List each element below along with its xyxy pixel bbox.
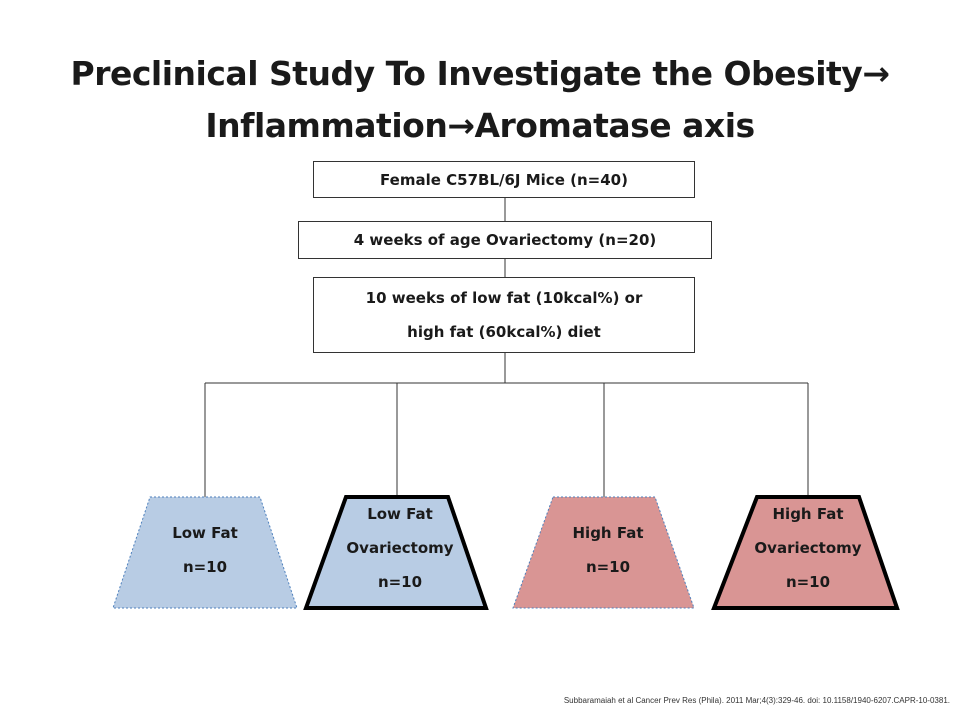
title-arrow-1: →	[862, 54, 890, 93]
group-low-fat-ovariectomy-shape	[303, 495, 489, 610]
diet-box: 10 weeks of low fat (10kcal%) or high fa…	[313, 277, 695, 353]
group-high-fat-label: High Fat n=10	[533, 516, 683, 584]
page-title: Preclinical Study To Investigate the Obe…	[0, 48, 960, 152]
group-low-fat-ovariectomy-label: Low Fat Ovariectomy n=10	[320, 497, 480, 599]
group-3-line-2: n=10	[585, 558, 631, 576]
group-1-line-2: n=10	[182, 558, 228, 576]
ovariectomy-box: 4 weeks of age Ovariectomy (n=20)	[298, 221, 712, 259]
group-high-fat-ovariectomy-shape	[711, 495, 900, 610]
diet-label-line-1: 10 weeks of low fat (10kcal%) or	[365, 289, 643, 307]
title-line-1: Preclinical Study To Investigate the Obe…	[0, 48, 960, 100]
title-arrow-2: →	[447, 106, 475, 145]
group-high-fat-ovariectomy-label: High Fat Ovariectomy n=10	[728, 497, 888, 599]
diet-label-line-2: high fat (60kcal%) diet	[407, 323, 601, 341]
group-2-line-2: Ovariectomy	[346, 539, 454, 557]
group-2-line-1: Low Fat	[367, 505, 433, 523]
group-2-line-3: n=10	[377, 573, 423, 591]
group-low-fat-shape	[112, 496, 298, 609]
group-high-fat-shape	[512, 496, 695, 609]
title-line-2-part-2: Aromatase axis	[474, 106, 755, 145]
citation: Subbaramaiah et al Cancer Prev Res (Phil…	[563, 696, 950, 705]
group-low-fat-label: Low Fat n=10	[130, 516, 280, 584]
cohort-box: Female C57BL/6J Mice (n=40)	[313, 161, 695, 198]
group-4-line-1: High Fat	[772, 505, 844, 523]
cohort-label: Female C57BL/6J Mice (n=40)	[380, 170, 628, 189]
group-3-line-1: High Fat	[572, 524, 644, 542]
group-4-line-3: n=10	[785, 573, 831, 591]
group-1-line-1: Low Fat	[172, 524, 238, 542]
group-4-line-2: Ovariectomy	[754, 539, 862, 557]
title-line-2: Inflammation→Aromatase axis	[0, 100, 960, 152]
title-line-2-part-1: Inflammation	[205, 106, 448, 145]
ovariectomy-label: 4 weeks of age Ovariectomy (n=20)	[353, 231, 657, 249]
title-line-1-text: Preclinical Study To Investigate the Obe…	[70, 54, 863, 93]
